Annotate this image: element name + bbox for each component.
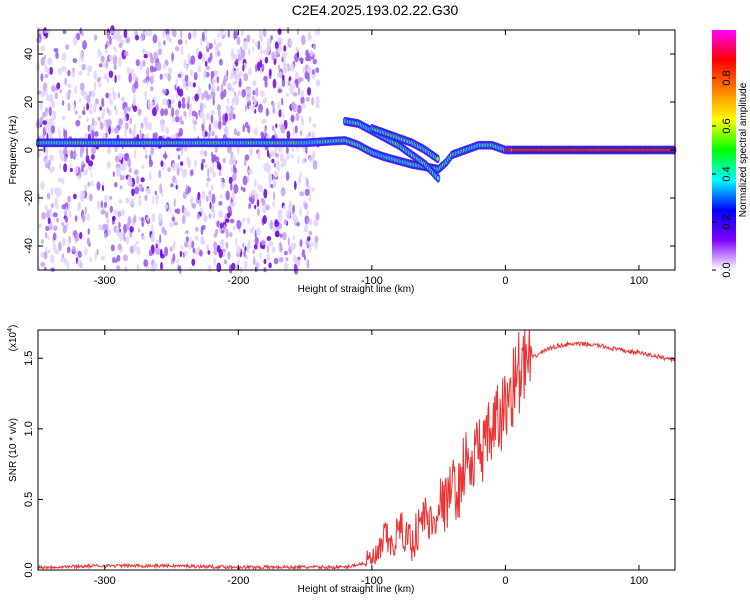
y-tick-label: 20 (23, 96, 35, 108)
y-tick-label: -20 (23, 190, 35, 206)
x-tick-label: 100 (630, 575, 648, 587)
snr-x-axis-title: Height of straight line (km) (298, 584, 415, 595)
snr-frame (37, 329, 676, 571)
x-tick-label: -200 (227, 275, 249, 287)
colorbar-tick-label: 0.2 (721, 214, 733, 229)
colorbar-ticks: 0.0 0.2 0.4 0.6 0.8 (712, 70, 733, 278)
snr-plot-area (38, 330, 675, 570)
snr-y-ticks: 0.0 0.5 1.0 1.5 (23, 351, 675, 578)
x-tick-label: -300 (94, 275, 116, 287)
y-tick-label: 1.0 (23, 421, 35, 436)
y-tick-label: 1.5 (23, 351, 35, 366)
colorbar-tick-label: 0.4 (721, 166, 733, 181)
x-tick-label: -100 (361, 575, 383, 587)
x-tick-label: 0 (502, 275, 508, 287)
colorbar: 0.0 0.2 0.4 0.6 0.8 Normalized spectral ampl… (712, 30, 749, 278)
spectrogram-carrier-band (512, 146, 675, 154)
colorbar-tick-label: 0.8 (721, 70, 733, 85)
y-tick-label: 0 (23, 147, 35, 153)
colorbar-title: Normalized spectral amplitude (738, 82, 749, 217)
x-tick-label: 0 (502, 575, 508, 587)
spectrogram-x-ticks: -300 -200 -100 0 100 (94, 30, 648, 287)
y-tick-label: 40 (23, 48, 35, 60)
x-tick-label: -100 (361, 275, 383, 287)
y-tick-label: -40 (23, 238, 35, 254)
snr-x-ticks: -300 -200 -100 0 100 (94, 330, 648, 587)
spectrogram-noise (35, 25, 321, 275)
x-tick-label: 100 (630, 275, 648, 287)
spectrogram-y-axis-title: Frequency (Hz) (8, 116, 19, 185)
colorbar-tick-label: 0.0 (721, 262, 733, 277)
x-tick-label: -200 (227, 575, 249, 587)
snr-y-multiplier: (x104) (7, 325, 19, 352)
figure-title: C2E4.2025.193.02.22.G30 (292, 2, 459, 18)
x-tick-label: -300 (94, 575, 116, 587)
y-tick-label: 0.5 (23, 492, 35, 507)
colorbar-tick-label: 0.6 (721, 118, 733, 133)
snr-y-axis-title: SNR (10 * v/v) (8, 418, 19, 482)
spectrogram-y-ticks: -40 -20 0 20 40 (23, 48, 675, 254)
spectrogram-x-axis-title: Height of straight line (km) (298, 284, 415, 295)
snr-series-line (38, 330, 675, 570)
spectrogram-plot-area (35, 25, 677, 275)
spectrogram-ridge (369, 123, 440, 164)
colorbar-gradient (712, 30, 736, 270)
snr-panel: -300 -200 -100 0 100 0.0 0.5 1.0 1.5 Height of … (7, 325, 676, 595)
y-tick-label: 0.0 (23, 562, 35, 577)
